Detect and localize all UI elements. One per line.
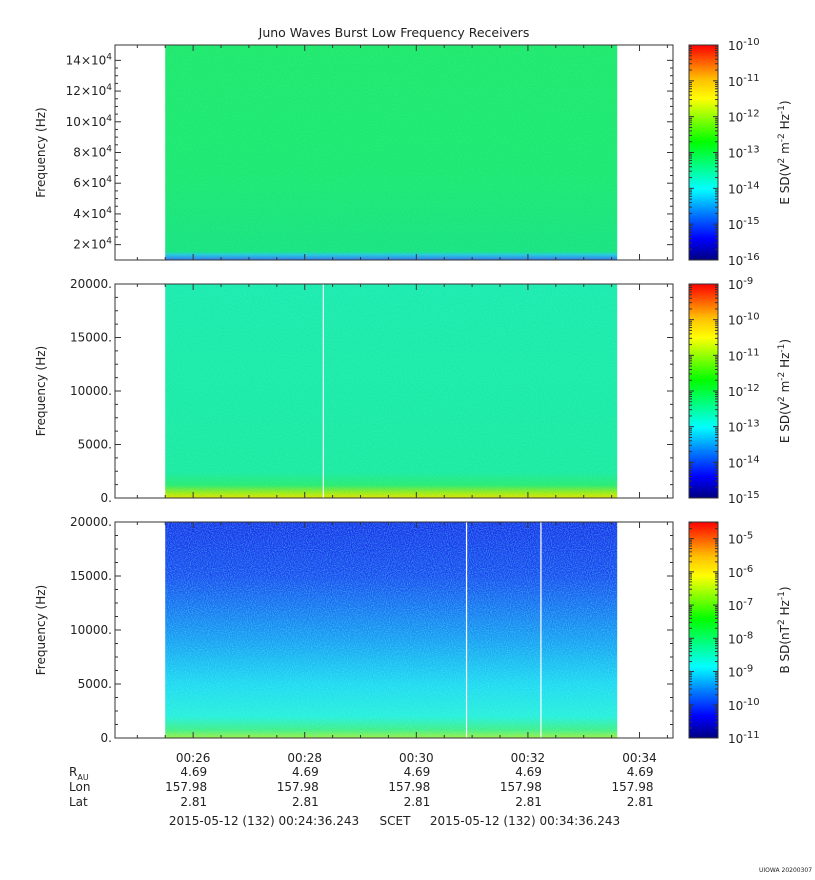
y-tick-label: 12×104 [66, 83, 113, 98]
colorbar-tick-label: 10-6 [728, 564, 753, 580]
colorbar-tick-label: 10-10 [728, 312, 760, 328]
ephemeris-value: 4.69 [404, 765, 431, 779]
x-tick-label: 00:34 [622, 751, 657, 765]
ephemeris-value: 4.69 [515, 765, 542, 779]
colorbar-tick-label: 10-7 [728, 597, 753, 613]
panel-2: 0. 5000. 10000. 15000. 20000. Frequency (Hz) 1… [34, 276, 792, 506]
time-axis-labels: 00:26 00:28 00:30 00:32 00:34 [176, 751, 657, 765]
colorbar-tick-label: 10-12 [728, 109, 760, 125]
ephemeris-label: Lat [69, 795, 88, 809]
ephemeris-value: 2.81 [292, 795, 319, 809]
y-tick-label: 5000. [78, 677, 112, 691]
colorbar-tick-label: 10-11 [728, 730, 760, 746]
footer-stamp: UIOWA 20200307 [759, 867, 812, 874]
y-tick-label: 15000. [70, 569, 112, 583]
y-tick-label: 4×104 [73, 206, 112, 221]
x-tick-label: 00:30 [399, 751, 434, 765]
chart-title: Juno Waves Burst Low Frequency Receivers [258, 25, 530, 40]
x-tick-label: 00:26 [176, 751, 211, 765]
ephemeris-label: RAU [69, 765, 89, 782]
spectrogram-texture [165, 522, 618, 738]
colorbar-tick-label: 10-9 [728, 664, 753, 680]
colorbar-tick-label: 10-5 [728, 531, 753, 547]
time-range-scet-label: SCET [380, 814, 412, 828]
x-tick-label: 00:32 [511, 751, 546, 765]
colorbar-tick-label: 10-14 [728, 454, 760, 470]
spectrogram-texture [165, 45, 618, 260]
y-tick-label: 6×104 [73, 175, 112, 190]
y-tick-label: 0. [101, 731, 112, 745]
colorbar-frame [688, 521, 719, 739]
y-axis-label: Frequency (Hz) [34, 585, 48, 676]
colorbar [689, 522, 718, 738]
y-tick-label: 10000. [70, 623, 112, 637]
colorbar-tick-label: 10-13 [728, 145, 760, 161]
ephemeris-label: Lon [69, 780, 90, 794]
y-tick-label: 10000. [70, 384, 112, 398]
ephemeris-value: 2.81 [627, 795, 654, 809]
ephemeris-value: 157.98 [612, 780, 654, 794]
colorbar-tick-label: 10-14 [728, 180, 760, 196]
ephemeris-value: 2.81 [515, 795, 542, 809]
ephemeris-table: RAU 4.69 4.69 4.69 4.69 4.69 Lon 157.98 157.98 15… [69, 765, 654, 809]
colorbar-label: E SD(V2 m-2 Hz-1) [777, 339, 792, 443]
y-tick-label: 10×104 [66, 114, 113, 129]
colorbar-tick-label: 10-15 [728, 216, 760, 232]
colorbar-tick-label: 10-12 [728, 383, 760, 399]
y-tick-label: 20000. [70, 277, 112, 291]
ephemeris-value: 157.98 [500, 780, 542, 794]
colorbar-tick-label: 10-13 [728, 419, 760, 435]
panel-3: 0. 5000. 10000. 15000. 20000. Frequency (Hz) 1… [34, 515, 792, 746]
colorbar-tick-label: 10-10 [728, 697, 760, 713]
ephemeris-value: 4.69 [627, 765, 654, 779]
y-axis-label: Frequency (Hz) [34, 346, 48, 437]
colorbar-tick-label: 10-16 [728, 252, 760, 268]
ephemeris-value: 2.81 [180, 795, 207, 809]
y-tick-label: 20000. [70, 515, 112, 529]
y-tick-label: 2×104 [73, 237, 112, 252]
ephemeris-value: 4.69 [292, 765, 319, 779]
ephemeris-value: 2.81 [404, 795, 431, 809]
panel-1: 2×104 4×104 6×104 8×104 10×104 12×104 14×104 Fr… [34, 37, 792, 268]
colorbar-tick-label: 10-9 [728, 276, 753, 292]
colorbar-tick-label: 10-11 [728, 347, 760, 363]
ephemeris-value: 157.98 [165, 780, 207, 794]
y-tick-label: 5000. [78, 438, 112, 452]
y-tick-label: 0. [101, 491, 112, 505]
x-tick-label: 00:28 [287, 751, 322, 765]
colorbar-tick-label: 10-8 [728, 630, 753, 646]
colorbar-label: B SD(nT2 Hz-1) [777, 586, 792, 673]
time-range-end: 2015-05-12 (132) 00:34:36.243 [430, 814, 620, 828]
time-range-start: 2015-05-12 (132) 00:24:36.243 [169, 814, 359, 828]
spectrogram-texture [165, 284, 618, 498]
colorbar-tick-label: 10-11 [728, 73, 760, 89]
y-tick-label: 8×104 [73, 145, 112, 160]
ephemeris-value: 4.69 [180, 765, 207, 779]
ephemeris-value: 157.98 [277, 780, 319, 794]
colorbar-tick-label: 10-10 [728, 37, 760, 53]
spectrogram-panels: 2×104 4×104 6×104 8×104 10×104 12×104 14×104 Fr… [34, 37, 792, 746]
colorbar-tick-label: 10-15 [728, 490, 760, 506]
y-tick-label: 15000. [70, 331, 112, 345]
y-axis-label: Frequency (Hz) [34, 107, 48, 198]
y-tick-label: 14×104 [66, 52, 113, 67]
ephemeris-value: 157.98 [388, 780, 430, 794]
colorbar-label: E SD(V2 m-2 Hz-1) [777, 100, 792, 204]
